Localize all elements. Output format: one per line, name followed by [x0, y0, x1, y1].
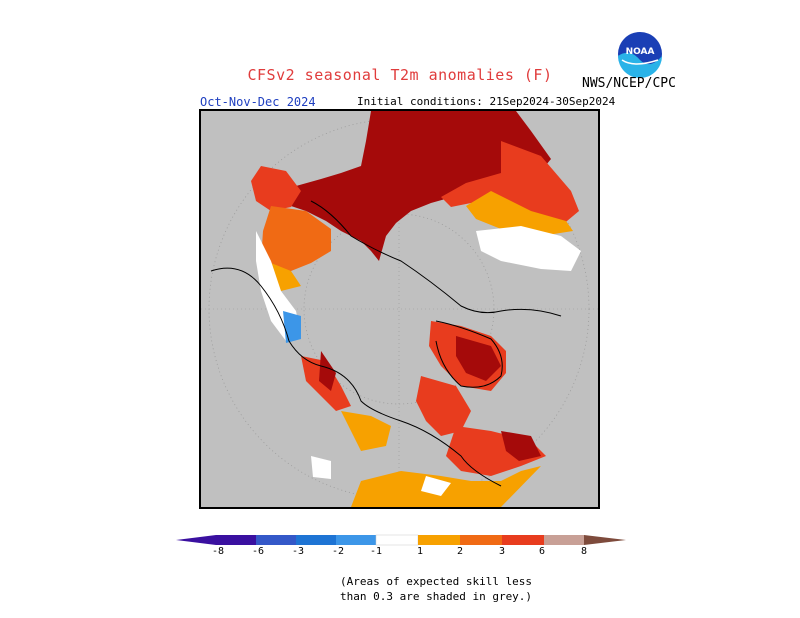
colorbar-arrow-high — [584, 535, 626, 545]
colorbar-tick-label: 1 — [416, 546, 424, 557]
coastline-greenland — [435, 320, 503, 388]
noaa-logo: NOAA — [616, 30, 664, 78]
season-label: Oct-Nov-Dec 2024 — [200, 95, 316, 109]
colorbar-bin — [216, 535, 256, 545]
colorbar-bin — [460, 535, 502, 545]
colorbar-tick-label: -2 — [331, 546, 345, 557]
near-normal-region-east — [476, 226, 581, 271]
colorbar-bin — [375, 534, 419, 546]
colorbar-tick-label: -6 — [251, 546, 265, 557]
noaa-logo-text: NOAA — [626, 47, 655, 57]
colorbar-bin — [336, 535, 376, 545]
near-normal-region-southwest — [311, 456, 331, 479]
colorbar-bin — [544, 535, 584, 545]
colorbar-tick-label: 2 — [456, 546, 464, 557]
anomaly-region-alaska-deep — [319, 351, 336, 391]
anomaly-region-greenland-deep — [456, 336, 501, 381]
colorbar-bin — [502, 535, 544, 545]
colorbar-tick-label: 3 — [498, 546, 506, 557]
anomaly-region-east-asia — [441, 141, 579, 226]
anomaly-region-canada-west — [341, 411, 391, 451]
colorbar — [176, 532, 626, 562]
skill-note-line: than 0.3 are shaded in grey.) — [340, 590, 533, 603]
colorbar-tick-label: -1 — [369, 546, 383, 557]
colorbar-bin — [256, 535, 296, 545]
skill-note: (Areas of expected skill less than 0.3 a… — [340, 574, 540, 604]
colorbar-tick-label: 8 — [580, 546, 588, 557]
polar-map — [199, 109, 600, 509]
anomaly-region-east-asia-warm — [466, 191, 573, 236]
anomaly-region-hudson-deep — [501, 431, 541, 461]
anomaly-region-eurasia-deep — [281, 111, 551, 261]
coastline — [210, 267, 502, 487]
colorbar-arrow-low — [176, 535, 216, 545]
map-title: CFSv2 seasonal T2m anomalies (F) — [247, 66, 553, 84]
agency-label: NWS/NCEP/CPC — [582, 76, 676, 91]
colorbar-tick-label: -8 — [211, 546, 225, 557]
initial-conditions-label: Initial conditions: 21Sep2024-30Sep2024 — [357, 95, 616, 108]
colorbar-tick-label: -3 — [291, 546, 305, 557]
colorbar-tick-label: 6 — [538, 546, 546, 557]
colorbar-bin — [418, 535, 460, 545]
anomaly-region-scandinavia — [261, 206, 331, 281]
colorbar-bin — [296, 535, 336, 545]
below-normal-region — [283, 311, 301, 343]
anomaly-region-europe — [251, 166, 301, 211]
anomaly-region-canada-east — [416, 376, 471, 436]
near-normal-region-south — [421, 476, 451, 496]
coastline — [310, 200, 562, 317]
skill-note-line: (Areas of expected skill less — [340, 575, 533, 588]
